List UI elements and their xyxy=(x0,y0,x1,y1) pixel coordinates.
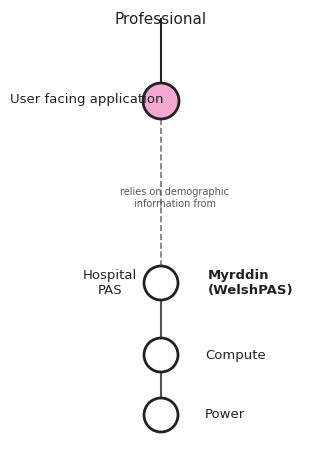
Circle shape xyxy=(143,83,179,119)
Text: User facing application: User facing application xyxy=(10,93,164,106)
Text: relies on demographic
information from: relies on demographic information from xyxy=(120,187,230,209)
Text: Myrddin
(WelshPAS): Myrddin (WelshPAS) xyxy=(208,269,294,297)
Text: Hospital
PAS: Hospital PAS xyxy=(83,269,137,297)
Circle shape xyxy=(144,398,178,432)
Text: Compute: Compute xyxy=(205,349,266,362)
Text: Power: Power xyxy=(205,409,245,422)
Text: Professional: Professional xyxy=(115,12,207,27)
Circle shape xyxy=(144,266,178,300)
Circle shape xyxy=(144,338,178,372)
